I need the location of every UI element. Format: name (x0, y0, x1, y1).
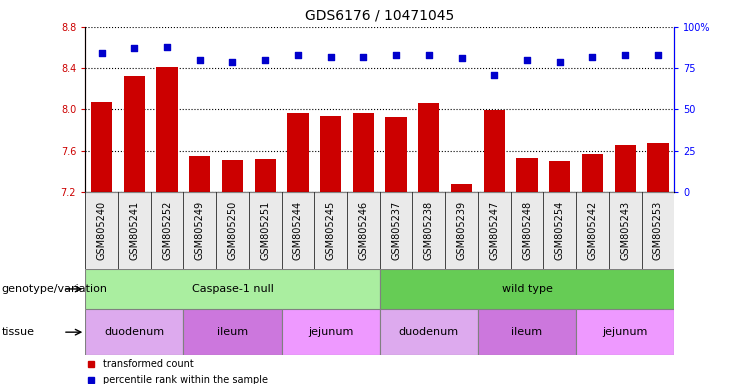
Bar (511, 192, 543, 269)
Text: GSM805247: GSM805247 (489, 201, 499, 260)
Point (456, 55, 468, 61)
Bar (222, 160, 243, 192)
Bar (150, 192, 184, 269)
Bar (445, 192, 478, 269)
Bar (85, 309, 184, 355)
Point (128, 45, 140, 51)
Bar (516, 158, 538, 192)
Point (488, 72, 500, 78)
Bar (249, 192, 282, 269)
Bar (582, 154, 603, 192)
Text: GSM805238: GSM805238 (424, 201, 433, 260)
Text: percentile rank within the sample: percentile rank within the sample (103, 375, 268, 384)
Text: ileum: ileum (511, 327, 542, 337)
Point (292, 52, 304, 58)
Text: GSM805239: GSM805239 (456, 201, 467, 260)
Text: GSM805248: GSM805248 (522, 201, 532, 260)
Text: GSM805245: GSM805245 (326, 201, 336, 260)
Text: jejunum: jejunum (602, 327, 648, 337)
Bar (85, 269, 380, 309)
Text: GSM805246: GSM805246 (359, 201, 368, 260)
Bar (379, 192, 413, 269)
Text: ileum: ileum (217, 327, 248, 337)
Text: GSM805243: GSM805243 (620, 201, 630, 260)
Point (325, 53, 336, 60)
Text: genotype/variation: genotype/variation (1, 284, 107, 294)
Bar (184, 309, 282, 355)
Text: GSM805244: GSM805244 (293, 201, 303, 260)
Text: GSM805242: GSM805242 (588, 201, 597, 260)
Text: GSM805251: GSM805251 (260, 201, 270, 260)
Text: GSM805240: GSM805240 (96, 201, 107, 260)
Bar (347, 192, 379, 269)
Bar (451, 184, 472, 192)
Bar (385, 117, 407, 192)
Bar (85, 192, 118, 269)
Bar (216, 192, 249, 269)
Bar (320, 116, 342, 192)
Text: GSM805253: GSM805253 (653, 201, 663, 260)
Text: jejunum: jejunum (308, 327, 353, 337)
Text: GSM805237: GSM805237 (391, 201, 401, 260)
Bar (189, 156, 210, 192)
Bar (576, 309, 674, 355)
Bar (642, 192, 674, 269)
Text: GSM805250: GSM805250 (227, 201, 237, 260)
Bar (91, 102, 112, 192)
Point (357, 53, 369, 60)
Point (619, 52, 631, 58)
Bar (156, 67, 178, 192)
Text: GSM805252: GSM805252 (162, 201, 172, 260)
Point (161, 44, 173, 50)
Text: GSM805249: GSM805249 (195, 201, 205, 260)
Bar (549, 161, 571, 192)
Bar (282, 192, 314, 269)
Text: tissue: tissue (1, 327, 35, 337)
Text: Caspase-1 null: Caspase-1 null (192, 284, 273, 294)
Point (423, 52, 435, 58)
Bar (413, 192, 445, 269)
Point (96, 50, 107, 56)
Text: transformed count: transformed count (103, 359, 193, 369)
Bar (380, 269, 674, 309)
Bar (183, 192, 216, 269)
Point (652, 52, 664, 58)
Text: duodenum: duodenum (104, 327, 165, 337)
Point (391, 52, 402, 58)
Bar (288, 113, 308, 192)
Bar (478, 309, 576, 355)
Bar (124, 76, 145, 192)
Bar (648, 144, 668, 192)
Bar (478, 192, 511, 269)
Point (521, 57, 533, 63)
Bar (282, 309, 380, 355)
Text: GSM805254: GSM805254 (555, 201, 565, 260)
Bar (543, 192, 576, 269)
Point (259, 57, 271, 63)
Bar (353, 113, 374, 192)
Point (554, 58, 565, 65)
Title: GDS6176 / 10471045: GDS6176 / 10471045 (305, 9, 454, 23)
Bar (484, 111, 505, 192)
Text: GSM805241: GSM805241 (130, 201, 139, 260)
Point (194, 57, 206, 63)
Bar (118, 192, 150, 269)
Point (587, 53, 599, 60)
Bar (380, 309, 478, 355)
Bar (614, 144, 636, 192)
Bar (418, 103, 439, 192)
Bar (609, 192, 642, 269)
Point (227, 58, 239, 65)
Bar (255, 159, 276, 192)
Text: duodenum: duodenum (399, 327, 459, 337)
Text: wild type: wild type (502, 284, 553, 294)
Bar (576, 192, 609, 269)
Bar (314, 192, 347, 269)
